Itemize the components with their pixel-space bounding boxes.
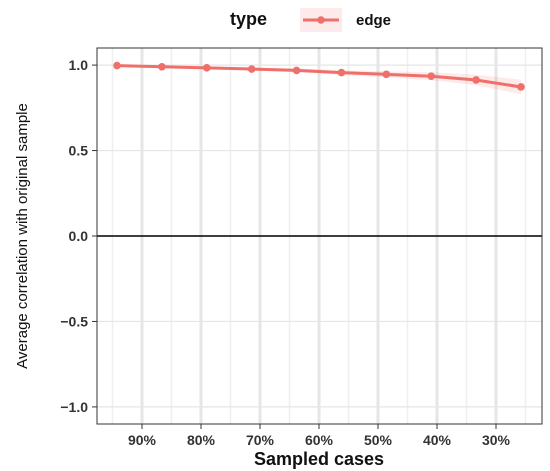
data-point	[472, 76, 480, 84]
series-points	[113, 61, 525, 91]
data-point	[292, 66, 301, 75]
x-tick-label: 90%	[128, 432, 157, 448]
legend-key-point	[317, 16, 325, 24]
data-point	[113, 61, 121, 70]
y-tick-label: 1.0	[69, 57, 89, 73]
y-tick-label: 0.0	[69, 228, 89, 244]
legend-label-edge: edge	[356, 12, 391, 29]
data-point	[517, 83, 525, 91]
data-point	[427, 72, 436, 80]
x-tick-label: 60%	[305, 432, 334, 448]
x-tick-label: 40%	[423, 432, 452, 448]
y-axis-title: Average correlation with original sample	[14, 103, 31, 369]
confidence-ribbon	[117, 65, 521, 95]
series-line-edge	[116, 64, 522, 89]
x-tick-label: 70%	[246, 432, 275, 448]
x-axis: 90% 80% 70% 60% 50% 40% 30%	[128, 424, 511, 448]
data-point	[382, 70, 391, 79]
x-tick-label: 50%	[364, 432, 393, 448]
x-axis-title: Sampled cases	[254, 449, 384, 469]
y-tick-label: 0.5	[69, 143, 89, 159]
x-tick-label: 80%	[187, 432, 216, 448]
data-point	[247, 65, 256, 73]
legend: type edge	[230, 8, 391, 32]
data-point	[337, 68, 346, 77]
data-point	[202, 64, 211, 72]
legend-title: type	[230, 9, 267, 29]
y-tick-label: −0.5	[60, 313, 88, 329]
y-axis: 1.0 0.5 0.0 −0.5 −1.0	[60, 57, 97, 415]
data-point	[158, 63, 166, 71]
x-tick-label: 30%	[482, 432, 511, 448]
y-tick-label: −1.0	[60, 399, 88, 415]
